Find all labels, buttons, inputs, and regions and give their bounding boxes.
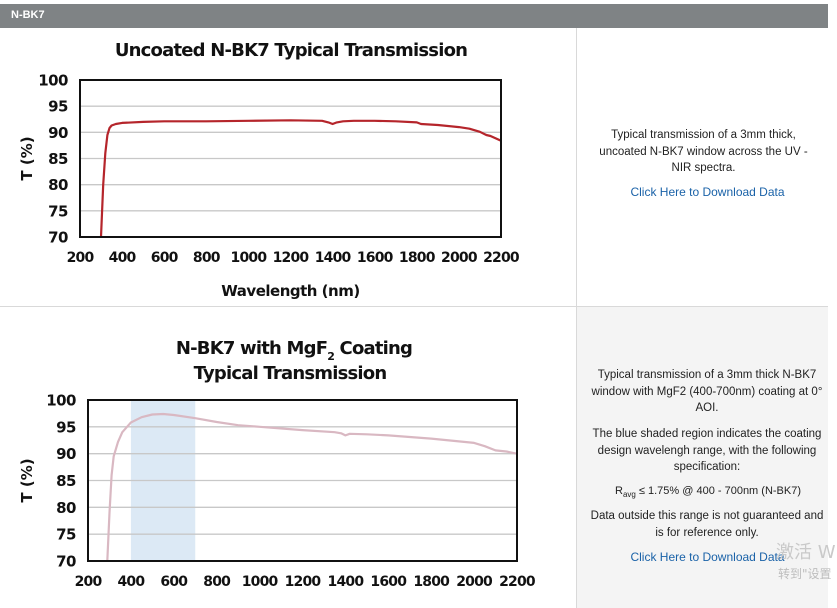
- x-tick-label-1600: 1600: [357, 250, 394, 266]
- chart-title-rest: Coating: [334, 338, 412, 359]
- plot-frame: [79, 79, 502, 238]
- chart-title: Uncoated N-BK7 Typical Transmission: [115, 40, 467, 61]
- coating-spec: Ravg ≤ 1.75% @ 400 - 700nm (N-BK7): [577, 483, 837, 504]
- section-header: N-BK7: [0, 4, 828, 28]
- x-tick-label-400: 400: [117, 574, 145, 590]
- y-tick-label-80: 80: [56, 499, 76, 517]
- y-tick-label-75: 75: [48, 202, 68, 220]
- x-tick-label-400: 400: [109, 250, 137, 266]
- y-tick-label-80: 80: [48, 176, 68, 194]
- transmission-series-line-0: [99, 119, 501, 237]
- x-axis-label: Wavelength (nm): [221, 282, 359, 300]
- chart-cell-coated: N-BK7 with MgF2 Coating Typical Transmiss…: [0, 307, 577, 608]
- y-tick-label-100: 100: [46, 392, 76, 410]
- x-tick-label-1400: 1400: [328, 574, 365, 590]
- spec-r: R: [614, 485, 623, 497]
- x-tick-label-1000: 1000: [231, 250, 268, 266]
- download-link-coated[interactable]: Click Here to Download Data: [630, 550, 785, 564]
- x-tick-label-2200: 2200: [483, 250, 520, 266]
- x-tick-label-600: 600: [151, 250, 179, 266]
- x-tick-label-800: 800: [203, 574, 231, 590]
- info-cell-coated: Typical transmission of a 3mm thick N-BK…: [577, 307, 828, 608]
- y-tick-label-85: 85: [48, 150, 68, 168]
- y-tick-label-95: 95: [56, 418, 76, 436]
- section-title: N-BK7: [11, 9, 45, 21]
- transmission-series-line-0: [106, 412, 517, 561]
- y-tick-label-70: 70: [56, 553, 76, 571]
- chart-title-main: N-BK7 with MgF: [176, 338, 327, 359]
- x-tick-label-1200: 1200: [273, 250, 310, 266]
- chart-title-line1: N-BK7 with MgF2 Coating: [176, 338, 412, 363]
- chart-title-subscript: 2: [327, 350, 334, 363]
- panel-coated: N-BK7 with MgF2 Coating Typical Transmiss…: [0, 307, 828, 608]
- watermark-subtext: 转到"设置: [778, 567, 832, 581]
- y-axis-label: T (%): [18, 136, 36, 180]
- description-coated-3: Data outside this range is not guarantee…: [590, 510, 824, 539]
- x-tick-label-800: 800: [193, 250, 221, 266]
- x-tick-label-2200: 2200: [499, 574, 536, 590]
- info-cell-uncoated: Typical transmission of a 3mm thick, unc…: [577, 28, 828, 306]
- x-tick-label-1800: 1800: [399, 250, 436, 266]
- y-tick-label-70: 70: [48, 229, 68, 247]
- spec-sub: avg: [622, 490, 636, 500]
- x-tick-label-1600: 1600: [370, 574, 407, 590]
- x-tick-label-600: 600: [160, 574, 188, 590]
- x-tick-label-2000: 2000: [456, 574, 493, 590]
- x-tick-label-1800: 1800: [413, 574, 450, 590]
- x-tick-label-200: 200: [75, 574, 103, 590]
- x-tick-label-1200: 1200: [285, 574, 322, 590]
- y-tick-label-95: 95: [48, 98, 68, 116]
- description-coated-2: The blue shaded region indicates the coa…: [592, 428, 822, 473]
- x-tick-label-2000: 2000: [441, 250, 478, 266]
- x-tick-label-200: 200: [67, 250, 95, 266]
- x-tick-label-1400: 1400: [315, 250, 352, 266]
- y-tick-label-90: 90: [56, 445, 76, 463]
- chart-cell-uncoated: Uncoated N-BK7 Typical Transmission 70 75 8…: [0, 28, 577, 306]
- plot-frame: [87, 399, 518, 562]
- description-uncoated: Typical transmission of a 3mm thick, unc…: [599, 129, 808, 174]
- x-tick-label-1000: 1000: [242, 574, 279, 590]
- watermark-text: 激活 W: [776, 542, 836, 563]
- panel-uncoated: Uncoated N-BK7 Typical Transmission 70 75 8…: [0, 28, 828, 307]
- y-axis-label: T (%): [18, 458, 36, 502]
- spec-rest: ≤ 1.75% @ 400 - 700nm (N-BK7): [635, 485, 802, 497]
- chart-title-line2: Typical Transmission: [194, 363, 387, 384]
- download-link-uncoated[interactable]: Click Here to Download Data: [630, 185, 785, 199]
- y-tick-label-75: 75: [56, 526, 76, 544]
- y-tick-label-85: 85: [56, 472, 76, 490]
- y-tick-label-90: 90: [48, 124, 68, 142]
- description-coated-1: Typical transmission of a 3mm thick N-BK…: [591, 369, 823, 414]
- y-tick-label-100: 100: [38, 72, 68, 90]
- chart-uncoated: Uncoated N-BK7 Typical Transmission 70 75 8…: [18, 40, 521, 300]
